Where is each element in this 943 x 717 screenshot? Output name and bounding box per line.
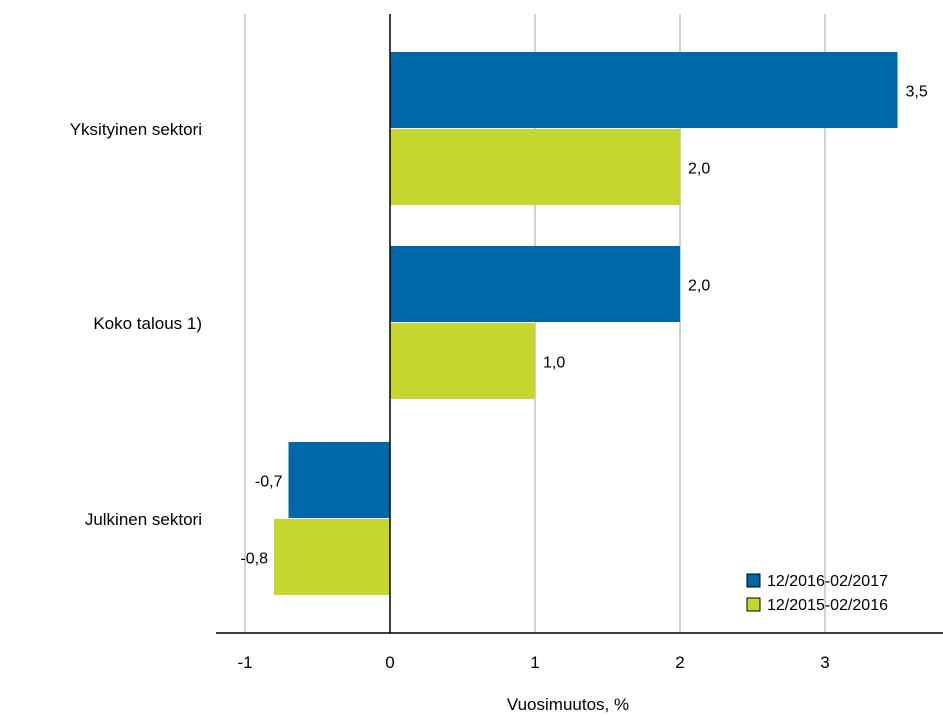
data-label: -0,8 [240, 551, 268, 568]
category-label: Koko talous 1) [93, 314, 202, 333]
bar-series2-2 [274, 519, 390, 595]
category-label: Julkinen sektori [85, 510, 202, 529]
legend-label: 12/2016-02/2017 [767, 573, 888, 590]
x-tick-label: 0 [385, 653, 394, 672]
x-tick-label: 3 [820, 653, 829, 672]
bar-series1-2 [288, 442, 390, 518]
category-labels: Yksityinen sektori Koko talous 1) Julkinen… [70, 120, 202, 529]
x-tick-label: 1 [530, 653, 539, 672]
data-label: 2,0 [688, 161, 710, 178]
bar-series2-1 [390, 323, 535, 399]
legend-label: 12/2015-02/2016 [767, 597, 888, 614]
x-axis-title: Vuosimuutos, % [507, 695, 629, 714]
x-axis-ticks: -1 0 1 2 3 [237, 653, 829, 672]
bar-series2-0 [390, 129, 680, 205]
legend: 12/2016-02/2017 12/2015-02/2016 [746, 573, 888, 614]
data-label: 1,0 [543, 355, 565, 372]
data-label: -0,7 [255, 474, 283, 491]
legend-swatch [746, 597, 761, 612]
bars [274, 52, 898, 595]
data-labels: 3,5 2,0 2,0 1,0 -0,7 -0,8 [240, 84, 927, 568]
category-label: Yksityinen sektori [70, 120, 202, 139]
data-label: 2,0 [688, 278, 710, 295]
legend-swatch [746, 573, 761, 588]
bar-series1-1 [390, 246, 680, 322]
x-tick-label: 2 [675, 653, 684, 672]
bar-series1-0 [390, 52, 898, 128]
data-label: 3,5 [906, 84, 928, 101]
x-tick-label: -1 [237, 653, 252, 672]
